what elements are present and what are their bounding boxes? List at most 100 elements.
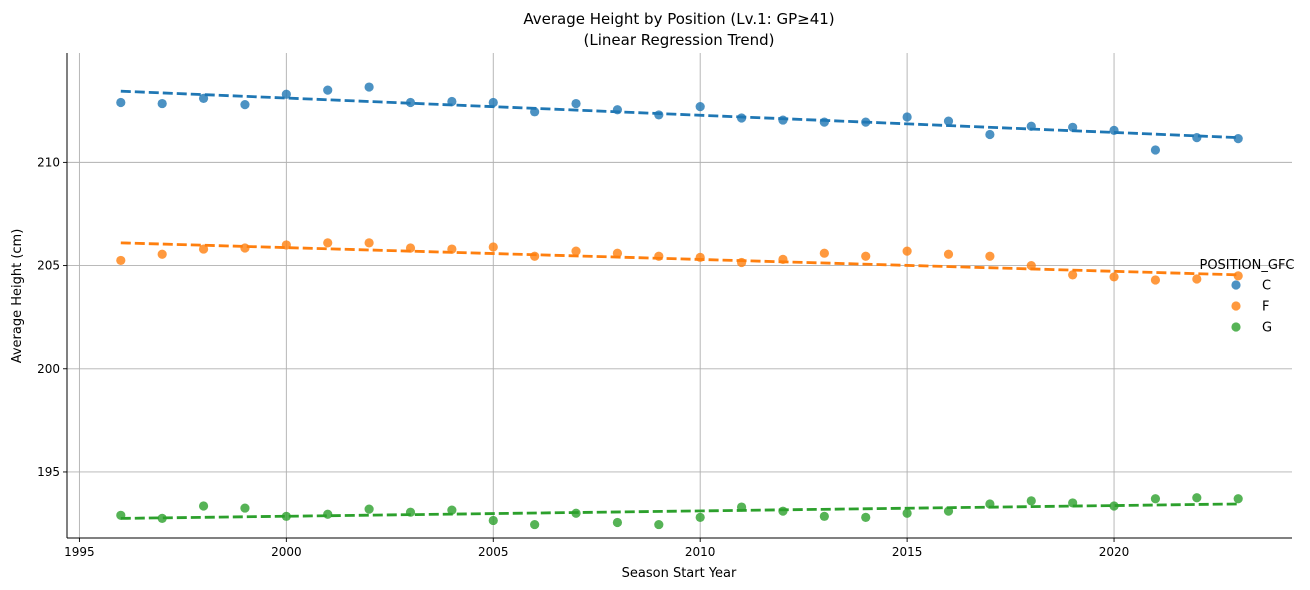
data-point-g [447,505,457,515]
trend-lines [120,89,1239,520]
data-point-f [695,252,705,262]
data-point-f [198,244,209,254]
data-point-c [240,99,250,110]
y-tick-label: 195 [37,465,60,479]
legend-label-c: C [1262,279,1271,294]
data-point-f [116,255,126,266]
x-tick-label: 2015 [892,545,923,559]
data-point-c [571,98,581,109]
data-point-c [1192,133,1202,143]
chart-subtitle: (Linear Regression Trend) [584,31,775,49]
data-point-g [819,511,829,521]
data-point-f [1192,274,1202,284]
data-points [116,82,1243,530]
data-point-g [364,504,374,514]
data-point-g [323,509,333,519]
data-point-c [861,117,871,127]
data-point-g [405,507,416,517]
data-point-c [447,96,457,107]
data-point-f [157,249,167,259]
data-point-c [985,129,995,140]
data-point-f [1109,272,1119,282]
data-point-f [985,251,995,261]
legend-marker-f [1231,301,1241,311]
data-point-g [736,502,747,512]
trend-line-c [120,89,1239,140]
data-point-f [281,240,291,250]
trend-line-g [120,502,1239,520]
data-point-f [1068,270,1078,280]
data-point-g [612,517,623,528]
data-point-f [902,246,912,256]
data-point-f [654,251,664,261]
data-point-g [281,511,291,521]
data-point-g [1233,494,1243,504]
x-tick-label: 1995 [64,545,95,559]
data-point-f [364,238,374,248]
data-point-g [1192,493,1202,503]
chart-title: Average Height by Position (Lv.1: GP≥41) [523,10,834,28]
data-point-f [571,246,581,256]
data-point-g [861,512,871,522]
legend-marker-c [1231,280,1241,290]
data-point-f [530,251,540,261]
data-point-g [571,508,581,518]
axes: 1995 2000 2005 2010 2015 2020 195 200 205 210 [37,53,1292,559]
data-point-g [1026,496,1036,506]
legend-title: POSITION_GFC [1199,258,1294,273]
data-point-c [943,116,954,126]
legend-label-f: F [1262,300,1269,315]
data-point-c [364,82,374,92]
data-point-g [116,510,126,520]
x-tick-label: 2005 [478,545,509,559]
data-point-c [323,85,333,95]
data-point-g [530,519,540,530]
data-point-c [1233,134,1243,144]
data-point-f [405,243,416,253]
data-point-c [1109,125,1119,135]
y-tick-label: 210 [37,155,60,169]
data-point-c [405,97,416,108]
data-point-f [488,242,498,252]
data-point-c [198,93,209,104]
data-point-g [1150,494,1161,504]
data-point-f [447,244,457,254]
data-point-f [323,238,333,248]
data-point-f [240,243,250,253]
data-point-c [819,117,829,127]
data-point-c [612,105,623,115]
legend: POSITION_GFC CFG [1199,258,1294,336]
data-point-g [985,499,995,509]
data-point-f [778,254,788,264]
data-point-g [240,503,250,513]
data-point-f [1150,275,1161,285]
data-point-c [778,115,788,125]
legend-marker-g [1231,322,1241,332]
data-point-f [943,249,954,259]
data-point-c [530,107,540,117]
data-point-c [116,97,126,108]
data-point-g [1068,498,1078,508]
data-point-f [819,248,829,258]
data-point-f [612,248,623,258]
data-point-f [1026,260,1036,271]
data-point-g [1109,501,1119,511]
data-point-c [157,98,167,109]
data-point-g [488,515,498,526]
data-point-c [695,102,705,112]
data-point-g [778,506,788,516]
x-axis-label: Season Start Year [622,566,737,581]
data-point-c [488,97,498,108]
x-tick-label: 2010 [685,545,716,559]
data-point-c [1026,121,1036,131]
trend-line-f [120,241,1239,277]
data-point-c [1150,145,1161,155]
data-point-f [861,251,871,261]
data-point-g [695,512,705,522]
data-point-f [736,257,747,268]
x-tick-label: 2000 [271,545,302,559]
legend-label-g: G [1262,321,1272,336]
data-point-c [736,113,747,123]
y-axis-label: Average Height (cm) [10,229,25,364]
y-tick-label: 200 [37,362,60,376]
